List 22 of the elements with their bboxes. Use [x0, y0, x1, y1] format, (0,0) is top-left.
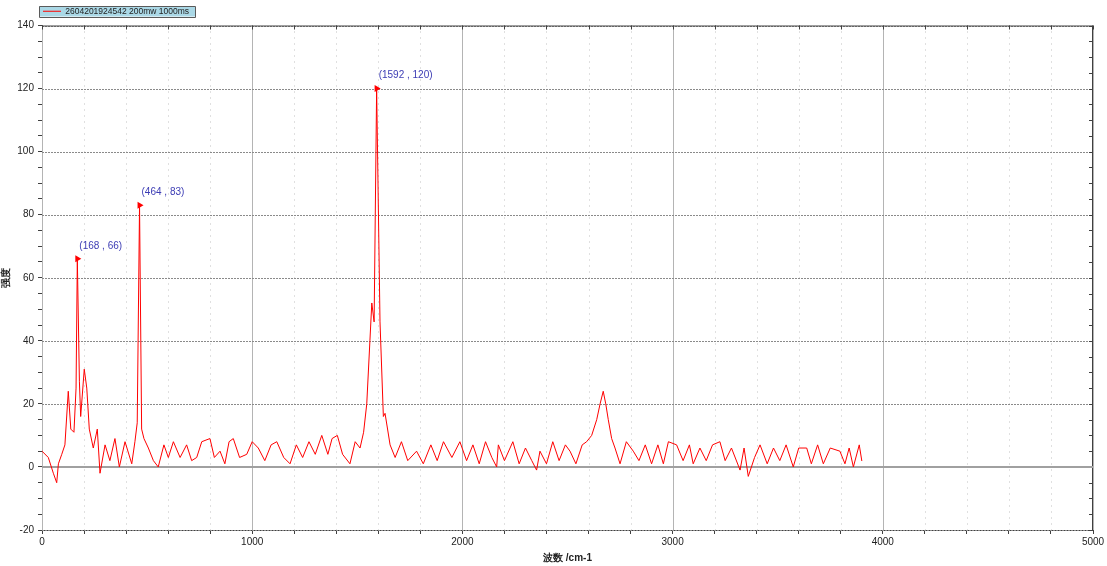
- y-tick-label: 120: [17, 82, 35, 94]
- legend-label: 2604201924542 200mw 1000ms: [65, 5, 190, 16]
- x-tick-label: 1000: [241, 535, 264, 547]
- y-tick-label: 60: [22, 271, 35, 283]
- x-tick-label: 4000: [871, 535, 895, 547]
- x-tick-label: 5000: [1081, 535, 1105, 547]
- point: [75, 255, 82, 263]
- annotation: (168 , 66): [79, 239, 123, 251]
- y-tick-label: 20: [22, 397, 35, 409]
- x-tick-label: 2000: [451, 535, 474, 547]
- y-tick-label: 100: [17, 145, 35, 157]
- x-axis-title: 波数 /cm-1: [542, 551, 593, 563]
- y-tick-label: 40: [22, 334, 35, 346]
- y-tick-label: 140: [17, 19, 35, 31]
- annotation: (464 , 83): [141, 185, 185, 197]
- annotation: (1592 , 120): [378, 69, 433, 81]
- y-tick-label: 80: [22, 208, 35, 220]
- y-tick-label: 0: [28, 460, 35, 472]
- x-tick-label: 0: [39, 535, 46, 547]
- x-tick-label: 3000: [661, 535, 685, 547]
- y-axis-title: 强度: [0, 267, 11, 288]
- y-tick-label: -20: [19, 523, 35, 535]
